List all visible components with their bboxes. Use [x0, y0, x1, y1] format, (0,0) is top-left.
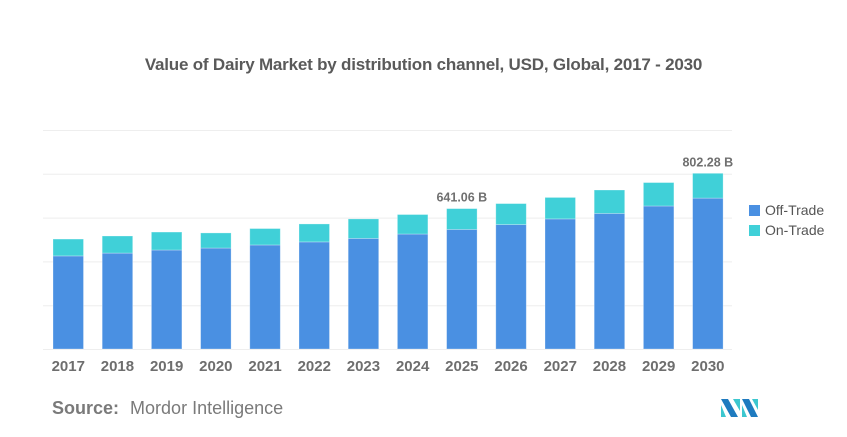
gridlines: [43, 130, 732, 350]
bar-on-trade-2019: [150, 231, 183, 251]
bar-on-trade-2023: [347, 218, 380, 239]
chart-title: Value of Dairy Market by distribution ch…: [144, 55, 703, 74]
x-tick-label-2025: 2025: [445, 358, 478, 375]
bar-on-trade-2020: [200, 232, 232, 249]
source-name: Mordor Intelligence: [130, 398, 284, 418]
x-tick-label-2022: 2022: [298, 358, 331, 375]
bar-on-trade-2025: [446, 208, 478, 230]
bar-off-trade-2024: [396, 233, 429, 350]
bar-on-trade-2029: [643, 182, 675, 207]
bar-on-trade-2030: [692, 172, 724, 199]
bar-off-trade-2022: [298, 241, 330, 350]
bar-off-trade-2019: [150, 249, 183, 350]
bar-on-trade-2022: [298, 223, 330, 243]
bar-on-trade-2026: [495, 203, 527, 226]
bar-off-trade-2018: [101, 252, 134, 350]
x-tick-label-2030: 2030: [691, 358, 724, 375]
bar-on-trade-2021: [249, 228, 281, 246]
bar-on-trade-2027: [544, 197, 576, 220]
x-tick-label-2026: 2026: [494, 358, 527, 375]
bar-off-trade-2030: [692, 197, 724, 350]
legend: Off-Trade On-Trade: [749, 200, 824, 240]
x-tick-label-2028: 2028: [593, 358, 626, 375]
source-note: Source: Mordor Intelligence: [52, 398, 283, 419]
bar-off-trade-2028: [593, 213, 626, 350]
bar-off-trade-2023: [347, 238, 380, 350]
legend-label: On-Trade: [765, 222, 825, 238]
x-axis-labels: 2017 2018 2019 2020 2021 2022 2023 2024 2025 2026…: [52, 358, 725, 375]
data-label-2030: 802.28 B: [682, 155, 733, 169]
bar-off-trade-2017: [52, 255, 84, 350]
bar-off-trade-2025: [446, 229, 478, 350]
x-tick-label-2024: 2024: [396, 358, 430, 375]
bar-on-trade-2028: [593, 189, 626, 214]
x-tick-label-2020: 2020: [199, 358, 232, 375]
bar-off-trade-2029: [643, 205, 675, 350]
bar-on-trade-2024: [396, 214, 429, 235]
x-tick-label-2017: 2017: [52, 358, 85, 375]
legend-item-on-trade[interactable]: On-Trade: [749, 220, 824, 240]
x-tick-label-2018: 2018: [101, 358, 134, 375]
x-tick-label-2021: 2021: [248, 358, 281, 375]
legend-swatch-on-trade: [749, 224, 760, 236]
mordor-intelligence-logo-icon: [721, 399, 758, 417]
legend-label: Off-Trade: [765, 202, 825, 218]
bar-off-trade-2026: [495, 224, 527, 350]
legend-swatch-off-trade: [749, 204, 760, 216]
source-label: Source:: [52, 398, 120, 418]
x-tick-label-2027: 2027: [544, 358, 577, 375]
data-labels: 641.06 B 802.28 B: [436, 155, 733, 204]
data-label-2025: 641.06 B: [436, 191, 487, 205]
bar-off-trade-2027: [544, 218, 576, 350]
x-tick-label-2023: 2023: [347, 358, 380, 375]
bar-off-trade-2021: [249, 244, 281, 350]
bar-on-trade-2018: [101, 235, 134, 254]
x-tick-label-2019: 2019: [150, 358, 183, 375]
legend-item-off-trade[interactable]: Off-Trade: [749, 200, 824, 220]
x-tick-label-2029: 2029: [642, 358, 675, 375]
bars: [52, 172, 724, 350]
bar-off-trade-2020: [200, 247, 232, 350]
bar-on-trade-2017: [52, 238, 84, 257]
